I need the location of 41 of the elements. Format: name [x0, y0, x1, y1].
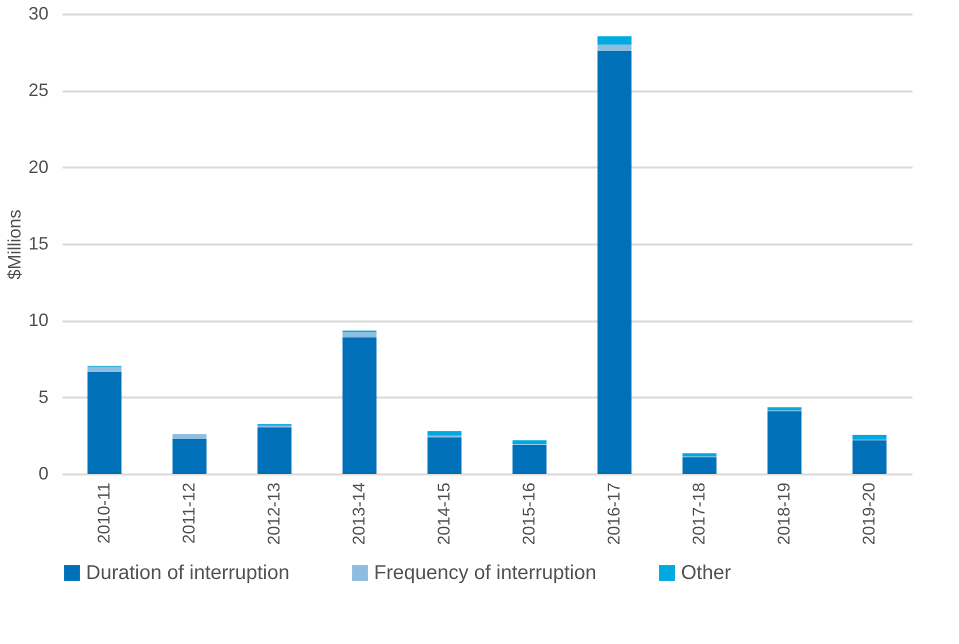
- x-tick-label: 2011-12: [180, 482, 198, 544]
- y-tick-label: 10: [28, 310, 48, 330]
- legend-label: Frequency of interruption: [374, 562, 596, 584]
- bar: [598, 44, 632, 51]
- x-tick-label: 2012-13: [264, 482, 284, 545]
- bar: [342, 332, 376, 338]
- y-tick-label: 15: [28, 234, 48, 254]
- bar: [852, 440, 886, 474]
- bar: [258, 427, 292, 474]
- y-axis-title: $Millions: [4, 209, 24, 280]
- bar: [172, 434, 206, 439]
- x-tick-label: 2018-19: [774, 482, 794, 545]
- y-tick-label: 5: [38, 386, 48, 407]
- y-tick-label: 0: [38, 464, 48, 484]
- legend-label: Other: [681, 562, 732, 584]
- x-tick-label: 2013-14: [350, 482, 368, 545]
- y-tick-label: 20: [28, 156, 48, 177]
- bar: [428, 431, 462, 436]
- x-tick-label: 2010-11: [94, 482, 114, 544]
- x-tick-label: 2017-18: [690, 482, 708, 545]
- y-tick-label: 25: [28, 80, 48, 100]
- bar: [88, 366, 122, 372]
- x-tick-label: 2014-15: [434, 482, 454, 545]
- bar: [172, 438, 206, 474]
- bar: [598, 50, 632, 474]
- bar: [768, 411, 802, 474]
- bar: [88, 372, 122, 474]
- bar: [512, 444, 546, 474]
- bar: [598, 36, 632, 45]
- legend-label: Duration of interruption: [86, 562, 290, 584]
- x-tick-label: 2015-16: [520, 482, 538, 545]
- bar: [682, 453, 716, 456]
- x-tick-label: 2019-20: [860, 482, 878, 545]
- x-tick-label: 2016-17: [604, 482, 624, 545]
- bar: [768, 407, 802, 410]
- bar: [512, 440, 546, 444]
- bar: [682, 457, 716, 474]
- bar: [342, 338, 376, 474]
- y-tick-label: 30: [28, 4, 48, 24]
- bar: [852, 434, 886, 440]
- bar: [428, 437, 462, 474]
